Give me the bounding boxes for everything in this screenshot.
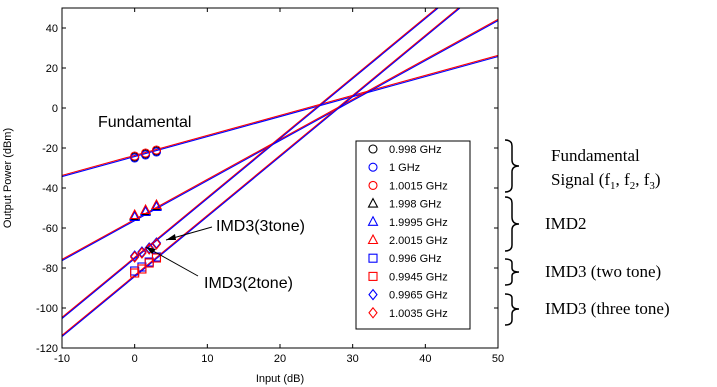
y-tick-label: -120 [36,343,58,355]
brace-label-fundamental: Fundamental [551,146,640,165]
legend-entry-label: 1.0015 GHz [389,180,448,192]
data-point-imd2 [140,203,151,215]
data-point-imd3-3tone [129,250,140,262]
x-axis-label: Input (dB) [256,373,304,385]
fit-line-fundamental [62,56,498,178]
data-point-fundamental [130,151,140,161]
data-point-imd3-2tone [144,258,154,268]
data-point-imd3-3tone [129,251,140,263]
data-point-imd3-3tone [144,242,154,254]
x-tick-label: -10 [54,353,70,365]
brace-label-imd3-two-tone: IMD3 (two tone) [545,262,661,281]
markers [129,145,162,278]
legend-entry-label: 1 GHz [389,162,420,174]
y-tick-label: -40 [42,183,58,195]
data-point-imd2 [151,198,162,210]
annotation-imd3-2tone: IMD3(2tone) [204,275,293,292]
annotation-arrow-3tone [165,226,213,241]
x-tick-label: 10 [201,353,213,365]
brace-label-fundamental-signal: Signal (f1, f2, f3) [551,170,661,192]
data-point-fundamental [141,148,151,158]
brace-imd3-three-tone [504,293,520,326]
data-point-imd3-2tone [151,253,162,263]
data-point-imd2 [129,208,141,220]
brace-fundamental [504,139,520,193]
legend-marker [368,288,378,301]
y-tick-label: 0 [52,103,58,115]
legend-marker [368,180,378,190]
legend-marker [367,197,379,208]
legend-entry-label: 1.998 GHz [389,199,442,211]
x-axis: -10 0 10 20 30 40 50 [54,8,504,365]
legend-marker [368,162,378,172]
legend-marker [368,271,378,281]
legend-entry-label: 0.998 GHz [389,144,442,156]
y-tick-label: 20 [46,63,58,75]
legend-entry-label: 0.9965 GHz [389,290,448,302]
y-tick-label: -20 [42,143,58,155]
data-point-imd3-2tone [137,264,147,274]
annotation-fundamental: Fundamental [98,114,191,131]
fit-line-fundamental [62,54,498,176]
y-tick-label: -100 [36,303,58,315]
legend-entry-label: 0.996 GHz [389,253,442,265]
data-point-imd2 [140,205,151,217]
x-tick-label: 30 [347,353,359,365]
group-braces: Fundamental Signal (f1, f2, f3) IMD2 IMD… [504,139,670,326]
legend: 0.998 GHz 1 GHz 1.0015 GHz 1.998 GHz 1.9995 … [355,140,471,330]
legend-entry-label: 2.0015 GHz [389,235,448,247]
data-point-fundamental [151,145,162,155]
data-point-imd3-3tone [137,247,147,259]
legend-marker [367,233,379,245]
x-tick-label: 40 [419,353,431,365]
fit-line-imd3-3tone [62,8,438,318]
annotation-imd3-3tone: IMD3(3tone) [216,218,305,235]
data-point-imd3-3tone [137,246,147,258]
y-tick-label: -80 [42,263,58,275]
data-point-imd2 [151,200,162,212]
brace-label-imd2: IMD2 [545,214,587,233]
x-tick-label: 50 [492,353,504,365]
y-axis-label: Output Power (dBm) [2,128,14,228]
data-point-imd3-3tone [151,237,162,249]
brace-imd3-two-tone [504,258,520,286]
brace-imd2 [504,196,520,252]
data-point-imd3-3tone [151,238,162,250]
legend-entry-label: 1.9995 GHz [389,217,448,229]
legend-marker [367,215,379,226]
fit-line-imd3-3tone [62,8,440,320]
legend-marker [368,144,378,154]
legend-entry-label: 1.0035 GHz [389,308,448,320]
legend-marker [368,306,378,319]
y-tick-label: 40 [46,23,58,35]
annotation-arrow-2tone [145,246,199,277]
x-tick-label: 20 [274,353,286,365]
y-axis: -120 -100 -80 -60 -40 -20 0 20 40 [36,23,498,355]
brace-label-imd3-three-tone: IMD3 (three tone) [545,299,670,318]
y-tick-label: -60 [42,223,58,235]
x-tick-label: 0 [132,353,138,365]
legend-marker [368,253,378,263]
legend-entry-label: 0.9945 GHz [389,271,448,283]
data-point-imd2 [129,210,141,222]
